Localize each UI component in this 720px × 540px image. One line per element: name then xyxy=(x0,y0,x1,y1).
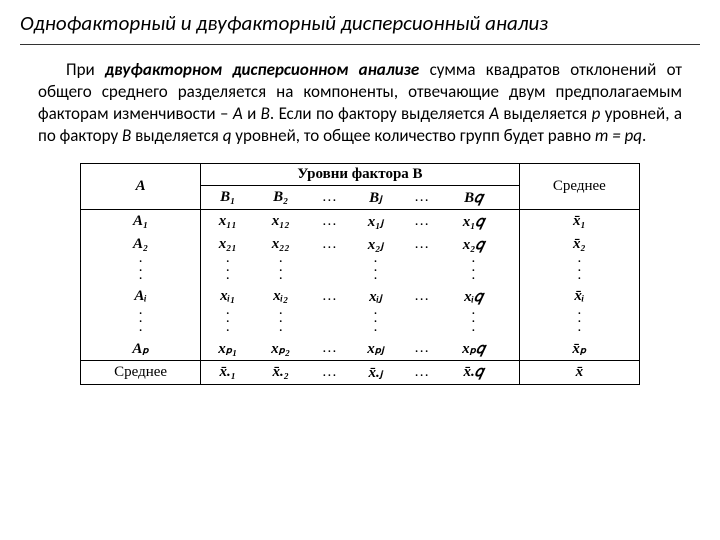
spacer xyxy=(307,308,352,337)
cell-xiq: xᵢ𝑞 xyxy=(444,285,503,308)
dots: … xyxy=(307,210,352,234)
dots: … xyxy=(307,337,352,361)
col-mean-header: Среднее xyxy=(519,164,639,210)
row-A2: A₂ xyxy=(81,233,201,256)
col-B1: B₁ xyxy=(201,186,255,210)
vdots: ··· xyxy=(352,308,400,337)
vdots: ··· xyxy=(254,256,307,285)
dots: … xyxy=(399,360,444,384)
col-A-header: A xyxy=(81,164,201,210)
paragraph: При двуфакторном дисперсионном анализе с… xyxy=(38,59,682,147)
cell-xpj: xₚⱼ xyxy=(352,337,400,361)
para-after-B: . Если по фактору выделяется xyxy=(270,103,489,124)
spacer xyxy=(503,337,519,361)
cell-xp1: xₚ₁ xyxy=(201,337,255,361)
vdots: ··· xyxy=(352,256,400,285)
dots: … xyxy=(399,186,444,210)
cell-x11: x₁₁ xyxy=(201,210,255,234)
dots: … xyxy=(399,233,444,256)
cell-xp2: xₚ₂ xyxy=(254,337,307,361)
vdots: ··· xyxy=(201,256,255,285)
cell-x21: x₂₁ xyxy=(201,233,255,256)
cell-x2q: x₂𝑞 xyxy=(444,233,503,256)
vdots: ··· xyxy=(444,256,503,285)
factor-A: А xyxy=(233,103,243,124)
row-A1: A₁ xyxy=(81,210,201,234)
cell-x1q: x₁𝑞 xyxy=(444,210,503,234)
para-txt2: выделяется xyxy=(499,103,592,124)
spacer xyxy=(503,360,519,384)
spacer xyxy=(503,186,519,210)
spacer xyxy=(399,256,444,285)
dots: … xyxy=(399,337,444,361)
dots: … xyxy=(399,285,444,308)
factor-B: В xyxy=(261,103,270,124)
cell-xpq: xₚ𝑞 xyxy=(444,337,503,361)
factor-B2: В xyxy=(122,125,131,146)
spacer xyxy=(503,256,519,285)
spacer xyxy=(399,308,444,337)
spacer xyxy=(503,285,519,308)
colmean-1: x̄.₁ xyxy=(201,360,255,384)
grand-mean: x̄ xyxy=(519,360,639,384)
dots: … xyxy=(399,210,444,234)
para-lead: При xyxy=(66,59,105,80)
colmean-q: x̄.𝑞 xyxy=(444,360,503,384)
col-B2: B₂ xyxy=(254,186,307,210)
vdots: ··· xyxy=(81,308,201,337)
cell-x2j: x₂ⱼ xyxy=(352,233,400,256)
colmean-j: x̄.ⱼ xyxy=(352,360,400,384)
vdots: ··· xyxy=(519,308,639,337)
mean-xi: x̄ᵢ xyxy=(519,285,639,308)
vdots: ··· xyxy=(81,256,201,285)
row-mean-label: Среднее xyxy=(81,360,201,384)
dots: … xyxy=(307,186,352,210)
cell-xi1: xᵢ₁ xyxy=(201,285,255,308)
row-Ai: Aᵢ xyxy=(81,285,201,308)
dots: … xyxy=(307,233,352,256)
cell-xij: xᵢⱼ xyxy=(352,285,400,308)
spacer xyxy=(503,233,519,256)
cell-x22: x₂₂ xyxy=(254,233,307,256)
colmean-2: x̄.₂ xyxy=(254,360,307,384)
cell-x12: x₁₂ xyxy=(254,210,307,234)
para-txt5: уровней, то общее количество групп будет… xyxy=(231,125,594,146)
param-m: m = pq xyxy=(595,125,642,146)
para-term: двуфакторном дисперсионном анализе xyxy=(105,59,419,80)
factor-A2: А xyxy=(489,103,499,124)
vdots: ··· xyxy=(254,308,307,337)
anova-table: A Уровни фактора B Среднее B₁ B₂ … Bⱼ … … xyxy=(80,163,640,385)
page-title: Однофакторный и двуфакторный дисперсионн… xyxy=(20,10,700,40)
dots: … xyxy=(307,285,352,308)
title-underline xyxy=(20,44,700,45)
mean-x1: x̄₁ xyxy=(519,210,639,234)
spacer xyxy=(503,308,519,337)
col-Bj: Bⱼ xyxy=(352,186,400,210)
mean-x2: x̄₂ xyxy=(519,233,639,256)
para-and: и xyxy=(243,103,261,124)
row-Ap: Aₚ xyxy=(81,337,201,361)
vdots: ··· xyxy=(519,256,639,285)
para-dot: . xyxy=(642,125,646,146)
mean-xp: x̄ₚ xyxy=(519,337,639,361)
col-levels-header: Уровни фактора B xyxy=(201,164,520,186)
para-txt4: выделяется xyxy=(131,125,222,146)
vdots: ··· xyxy=(201,308,255,337)
cell-xi2: xᵢ₂ xyxy=(254,285,307,308)
dots: … xyxy=(307,360,352,384)
col-Bq: B𝑞 xyxy=(444,186,503,210)
spacer xyxy=(503,210,519,234)
spacer xyxy=(307,256,352,285)
cell-x1j: x₁ⱼ xyxy=(352,210,400,234)
vdots: ··· xyxy=(444,308,503,337)
